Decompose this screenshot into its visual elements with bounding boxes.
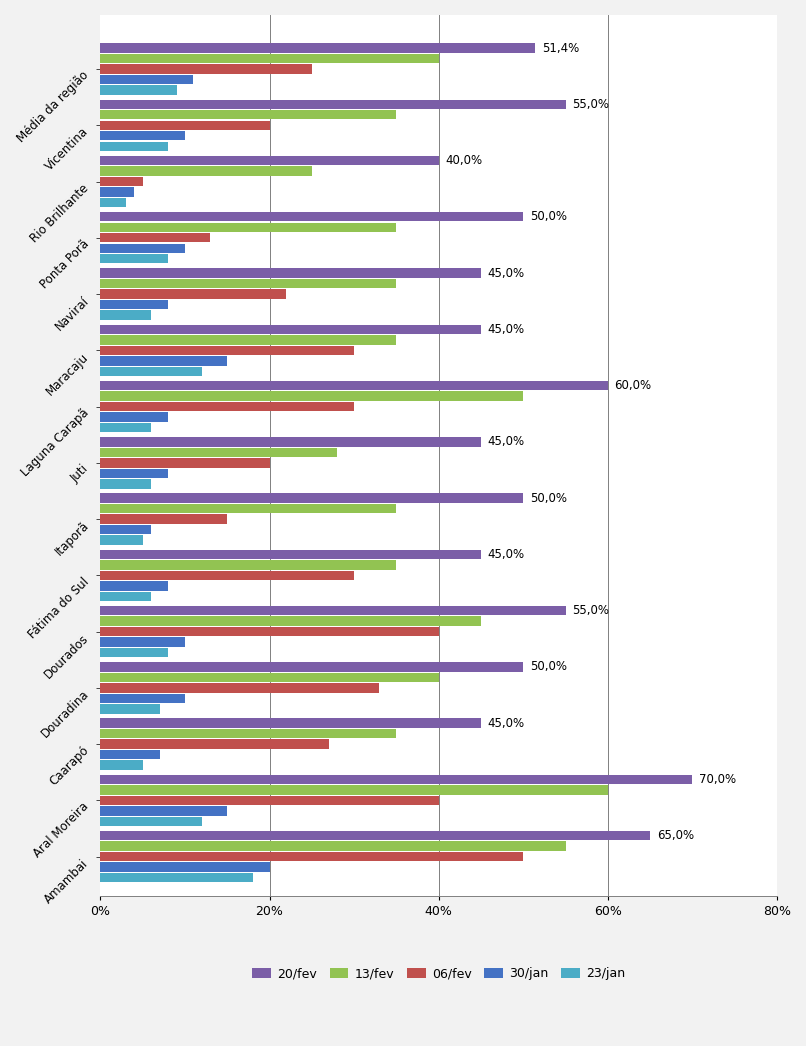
Bar [101, 549, 481, 559]
Bar [101, 345, 354, 355]
Bar [101, 662, 523, 672]
Bar [101, 560, 397, 569]
Bar [101, 683, 380, 692]
Bar [101, 740, 329, 749]
Bar [101, 647, 168, 657]
Bar [101, 244, 185, 253]
Bar [101, 177, 143, 186]
Bar [101, 729, 397, 738]
Legend: 20/fev, 13/fev, 06/fev, 30/jan, 23/jan: 20/fev, 13/fev, 06/fev, 30/jan, 23/jan [249, 963, 629, 984]
Bar [101, 381, 608, 390]
Bar [101, 806, 227, 816]
Bar [101, 582, 168, 591]
Bar [101, 719, 481, 728]
Text: 50,0%: 50,0% [530, 492, 567, 504]
Bar [101, 851, 523, 861]
Text: 65,0%: 65,0% [657, 829, 694, 842]
Bar [101, 391, 523, 401]
Bar [101, 862, 269, 871]
Bar [101, 841, 566, 850]
Bar [101, 64, 312, 73]
Bar [101, 254, 168, 264]
Bar [101, 479, 152, 488]
Bar [101, 141, 168, 151]
Bar [101, 627, 438, 636]
Bar [101, 402, 354, 411]
Bar [101, 366, 202, 376]
Bar [101, 592, 152, 601]
Bar [101, 786, 608, 795]
Bar [101, 156, 438, 165]
Bar [101, 223, 397, 232]
Bar [101, 187, 135, 197]
Text: 51,4%: 51,4% [542, 42, 580, 54]
Text: 55,0%: 55,0% [572, 97, 609, 111]
Bar [101, 536, 143, 545]
Bar [101, 637, 185, 646]
Text: 45,0%: 45,0% [488, 548, 525, 561]
Text: 70,0%: 70,0% [699, 773, 737, 786]
Bar [101, 704, 160, 713]
Bar [101, 212, 523, 222]
Bar [101, 120, 269, 130]
Bar [101, 86, 177, 95]
Bar [101, 324, 481, 334]
Bar [101, 268, 481, 278]
Bar [101, 311, 152, 320]
Bar [101, 74, 193, 85]
Text: 50,0%: 50,0% [530, 660, 567, 674]
Bar [101, 515, 227, 524]
Bar [101, 99, 566, 109]
Bar [101, 279, 397, 289]
Bar [101, 796, 438, 805]
Bar [101, 448, 337, 457]
Bar [101, 673, 438, 682]
Text: 45,0%: 45,0% [488, 435, 525, 449]
Bar [101, 525, 152, 535]
Bar [101, 53, 438, 63]
Bar [101, 131, 185, 140]
Text: 40,0%: 40,0% [446, 154, 483, 167]
Bar [101, 356, 227, 365]
Bar [101, 775, 692, 784]
Text: 55,0%: 55,0% [572, 604, 609, 617]
Bar [101, 290, 286, 299]
Text: 60,0%: 60,0% [615, 379, 652, 392]
Bar [101, 750, 160, 759]
Bar [101, 423, 152, 432]
Bar [101, 469, 168, 478]
Bar [101, 458, 269, 468]
Bar [101, 606, 566, 615]
Bar [101, 233, 210, 243]
Bar [101, 43, 535, 52]
Bar [101, 693, 185, 703]
Bar [101, 166, 312, 176]
Text: 45,0%: 45,0% [488, 267, 525, 279]
Bar [101, 110, 397, 119]
Bar [101, 570, 354, 581]
Bar [101, 504, 397, 514]
Bar [101, 198, 126, 207]
Bar [101, 760, 143, 770]
Text: 50,0%: 50,0% [530, 210, 567, 223]
Text: 45,0%: 45,0% [488, 717, 525, 729]
Bar [101, 412, 168, 422]
Bar [101, 616, 481, 626]
Bar [101, 335, 397, 344]
Bar [101, 817, 202, 826]
Bar [101, 494, 523, 503]
Bar [101, 437, 481, 447]
Bar [101, 872, 252, 882]
Bar [101, 300, 168, 310]
Text: 45,0%: 45,0% [488, 323, 525, 336]
Bar [101, 831, 650, 840]
